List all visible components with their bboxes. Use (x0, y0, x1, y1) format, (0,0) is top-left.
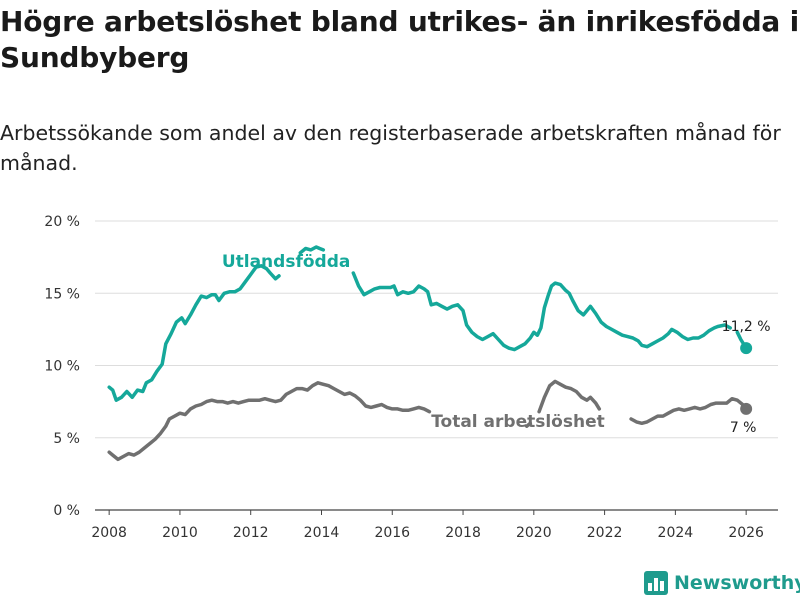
x-tick-label: 2018 (445, 525, 481, 541)
x-tick-label: 2008 (91, 525, 127, 541)
end-markers: 11,2 % 7 % (722, 319, 771, 436)
series-label-total: Total arbetslöshet (431, 412, 605, 432)
x-tick-label: 2020 (516, 525, 552, 541)
brand-logo: Newsworthy (644, 569, 800, 597)
end-marker-utlandsfodda (740, 342, 753, 355)
series-line-total (537, 379, 602, 414)
end-marker-total (740, 402, 753, 415)
series-line-total (107, 381, 432, 462)
series-label-utlandsfodda: Utlandsfödda (222, 252, 351, 272)
y-tick-label: 0 % (53, 503, 80, 519)
y-tick-label: 5 % (53, 431, 80, 447)
gridlines (95, 220, 778, 511)
x-tick-label: 2024 (658, 525, 694, 541)
series-lines: Utlandsfödda Total arbetslöshet (107, 245, 748, 462)
chart-subtitle: Arbetssökande som andel av den registerb… (0, 121, 781, 175)
series-line-utlandsfodda (351, 271, 732, 352)
end-label-utlandsfodda: 11,2 % (722, 319, 771, 335)
x-tick-label: 2014 (304, 525, 340, 541)
y-tick-label: 10 % (44, 359, 80, 375)
x-tick-label: 2026 (728, 525, 764, 541)
x-tick-label: 2012 (233, 525, 269, 541)
brand-name: Newsworthy (674, 572, 800, 594)
chart-title: Högre arbetslöshet bland utrikes- än inr… (0, 5, 800, 74)
y-axis: 0 % 5 % 10 % 15 % 20 % (44, 214, 80, 519)
y-tick-label: 15 % (44, 286, 80, 302)
y-tick-label: 20 % (44, 214, 80, 230)
series-line-utlandsfodda (298, 245, 326, 255)
series-line-total (629, 396, 748, 426)
x-axis: 2008 2010 2012 2014 2016 2018 2020 2022 2024 2026 (91, 510, 764, 541)
series-line-total (524, 421, 533, 428)
x-tick-label: 2022 (587, 525, 623, 541)
end-label-total: 7 % (730, 420, 757, 436)
series-line-utlandsfodda (107, 264, 281, 402)
bar-chart-icon (644, 571, 668, 595)
x-tick-label: 2010 (162, 525, 198, 541)
x-tick-label: 2016 (374, 525, 410, 541)
